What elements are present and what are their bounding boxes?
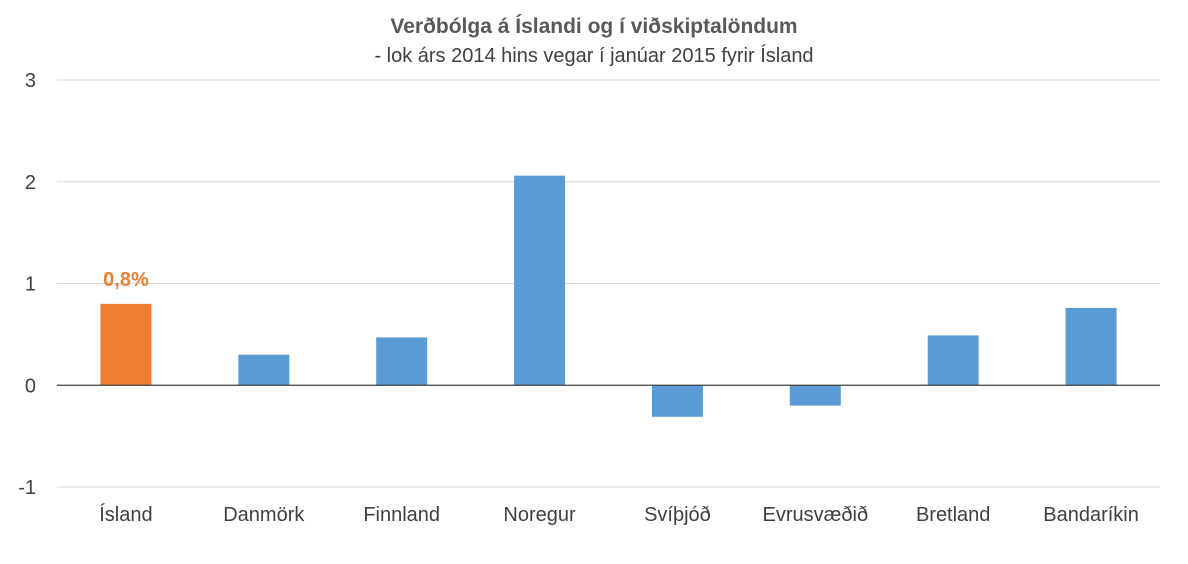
bar [100, 303, 152, 386]
data-labels: 0,8% [103, 269, 149, 291]
y-tick-label: 2 [25, 172, 36, 194]
y-tick-label: -1 [18, 477, 36, 499]
x-category-label: Svíþjóð [644, 504, 711, 526]
x-category-label: Ísland [99, 503, 152, 526]
y-axis-tick-labels: -1 0 1 2 3 [18, 70, 36, 499]
bar [238, 354, 290, 386]
gridlines [57, 79, 1160, 488]
y-tick-label: 1 [25, 274, 36, 296]
x-category-label: Bretland [916, 504, 991, 526]
bars [100, 175, 1117, 417]
x-category-label: Finnland [363, 504, 440, 526]
x-category-label: Noregur [503, 504, 576, 526]
y-tick-label: 0 [25, 375, 36, 397]
data-label: 0,8% [103, 269, 149, 291]
bar [927, 335, 979, 386]
bar [789, 385, 841, 406]
y-tick-label: 3 [25, 70, 36, 92]
x-category-label: Bandaríkin [1043, 504, 1139, 526]
bar [651, 385, 703, 417]
chart-subtitle: - lok árs 2014 hins vegar í janúar 2015 … [374, 44, 813, 67]
x-category-label: Evrusvæðið [763, 504, 869, 526]
x-axis-category-labels: Ísland Danmörk Finnland Noregur Svíþjóð Evrus… [99, 503, 1139, 526]
chart-title: Verðbólga á Íslandi og í viðskiptalöndum [390, 15, 797, 38]
bar [514, 175, 566, 386]
x-category-label: Danmörk [223, 504, 305, 526]
bar [376, 337, 428, 386]
bar [1065, 307, 1117, 386]
